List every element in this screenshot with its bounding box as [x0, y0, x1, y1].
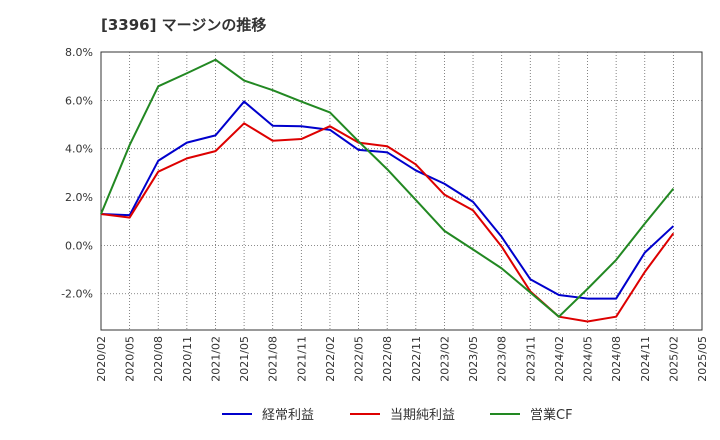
x-tick-label: 2022/05: [353, 336, 366, 382]
x-tick-label: 2022/11: [410, 336, 423, 382]
x-tick-label: 2023/02: [438, 336, 451, 382]
x-tick-label: 2021/02: [209, 336, 222, 382]
x-tick-label: 2023/11: [524, 336, 537, 382]
series-line-3: [100, 58, 675, 318]
x-tick-label: 2020/05: [124, 336, 137, 382]
x-tick-label: 2024/11: [639, 336, 652, 382]
x-tick-label: 2022/08: [381, 336, 394, 382]
legend-label: 当期純利益: [390, 408, 455, 423]
y-tick-label: 0.0%: [65, 239, 93, 252]
x-tick-label: 2025/05: [696, 336, 709, 382]
y-tick-label: 4.0%: [65, 143, 93, 156]
y-tick-label: 8.0%: [65, 46, 93, 59]
chart-title: [3396] マージンの推移: [101, 16, 267, 34]
x-tick-label: 2024/02: [553, 336, 566, 382]
series-line-2: [100, 122, 675, 323]
x-tick-label: 2023/05: [467, 336, 480, 382]
y-tick-label: -2.0%: [61, 288, 93, 301]
x-tick-label: 2021/05: [238, 336, 251, 382]
plot-area: [100, 51, 703, 331]
x-tick-label: 2021/11: [295, 336, 308, 382]
x-tick-label: 2023/08: [496, 336, 509, 382]
x-tick-label: 2020/08: [152, 336, 165, 382]
y-tick-label: 6.0%: [65, 94, 93, 107]
x-tick-label: 2024/08: [610, 336, 623, 382]
legend-label: 経常利益: [262, 408, 314, 423]
y-tick-label: 2.0%: [65, 191, 93, 204]
x-tick-label: 2024/05: [582, 336, 595, 382]
legend-label: 営業CF: [530, 407, 573, 423]
x-tick-label: 2020/02: [95, 336, 108, 382]
x-tick-label: 2022/02: [324, 336, 337, 382]
x-tick-label: 2020/11: [181, 336, 194, 382]
x-tick-label: 2021/08: [267, 336, 280, 382]
x-tick-label: 2025/02: [667, 336, 680, 382]
